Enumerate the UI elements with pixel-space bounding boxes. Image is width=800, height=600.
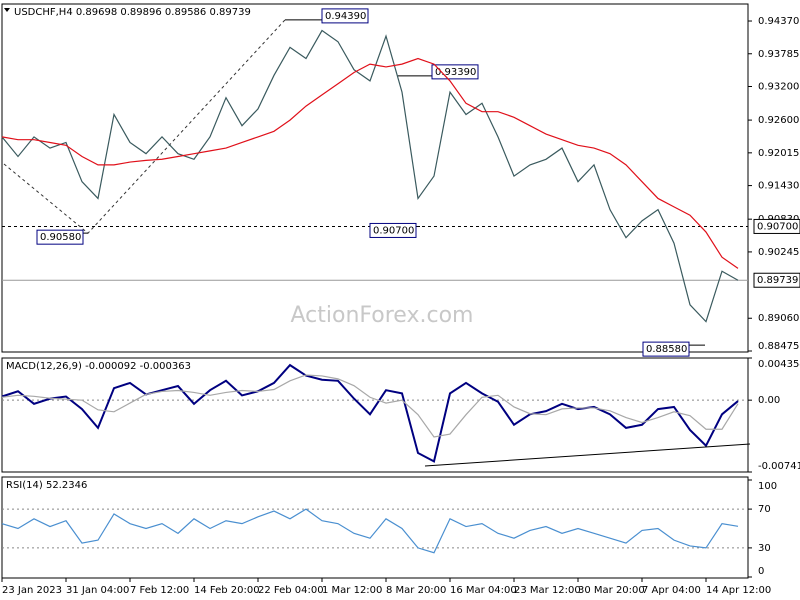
annotation-box xyxy=(369,222,417,238)
level-box xyxy=(753,272,800,288)
annotation-box xyxy=(36,229,84,245)
x-tick-label: 8 Mar 20:00 xyxy=(386,585,446,596)
y-tick-label: 70 xyxy=(758,504,771,515)
x-tick-label: 30 Mar 20:00 xyxy=(578,585,645,596)
y-tick-label: -0.007417 xyxy=(758,461,800,472)
y-tick-label: 0.91430 xyxy=(758,181,799,192)
y-tick-label: 0.92015 xyxy=(758,148,799,159)
annotation-box xyxy=(321,8,369,24)
panel-frame xyxy=(1,476,749,579)
x-tick-label: 1 Mar 12:00 xyxy=(322,585,382,596)
y-tick-label: 30 xyxy=(758,543,771,554)
y-tick-label: 0 xyxy=(758,566,764,577)
series-line xyxy=(1,508,739,554)
title-arrow xyxy=(4,8,10,12)
x-tick-label: 7 Feb 12:00 xyxy=(130,585,189,596)
y-tick-label: 0.93200 xyxy=(758,82,799,93)
x-tick-label: 14 Apr 12:00 xyxy=(706,585,771,596)
annotation-label: 0.88580 xyxy=(646,344,687,355)
y-tick-label: 0.00 xyxy=(758,395,780,406)
series-line xyxy=(1,57,739,269)
panel-title: USDCHF,H4 0.89698 0.89896 0.89586 0.8973… xyxy=(14,7,251,18)
panel-frame xyxy=(1,3,749,353)
annotation-label: 0.93390 xyxy=(435,67,476,78)
panel-frame xyxy=(1,357,749,473)
watermark: ActionForex.com xyxy=(291,303,474,328)
panel-title: RSI(14) 52.2346 xyxy=(6,480,87,491)
y-tick-label: 0.004354 xyxy=(758,359,800,370)
x-tick-label: 7 Apr 04:00 xyxy=(642,585,701,596)
panel-title: MACD(12,26,9) -0.000092 -0.000363 xyxy=(6,361,191,372)
series-line xyxy=(1,29,739,323)
y-tick-label: 100 xyxy=(758,481,777,492)
annotation-box xyxy=(642,341,690,357)
y-tick-label: 0.88475 xyxy=(758,341,799,352)
x-tick-label: 14 Feb 20:00 xyxy=(194,585,260,596)
y-tick-label: 0.93785 xyxy=(758,49,799,60)
annotation-label: 0.90700 xyxy=(373,225,414,236)
x-tick-label: 22 Feb 04:00 xyxy=(258,585,324,596)
macd-trendline xyxy=(424,443,751,467)
y-tick-label: 0.90245 xyxy=(758,247,799,258)
series-line xyxy=(1,363,739,463)
y-tick-label: 0.89060 xyxy=(758,313,799,324)
x-tick-label: 23 Jan 2023 xyxy=(2,585,62,596)
y-tick-label: 0.92600 xyxy=(758,115,799,126)
trend-zigzag xyxy=(3,19,286,234)
series-line xyxy=(1,374,739,438)
x-tick-label: 23 Mar 12:00 xyxy=(514,585,581,596)
annotation-box xyxy=(431,64,479,80)
x-tick-label: 16 Mar 04:00 xyxy=(450,585,517,596)
x-tick-label: 31 Jan 04:00 xyxy=(66,585,129,596)
level-label: 0.90700 xyxy=(757,221,798,232)
annotation-label: 0.90580 xyxy=(40,232,81,243)
level-box xyxy=(753,218,800,234)
y-tick-label: 0.94370 xyxy=(758,16,799,27)
annotation-label: 0.94390 xyxy=(325,11,366,22)
level-label: 0.89739 xyxy=(757,275,798,286)
